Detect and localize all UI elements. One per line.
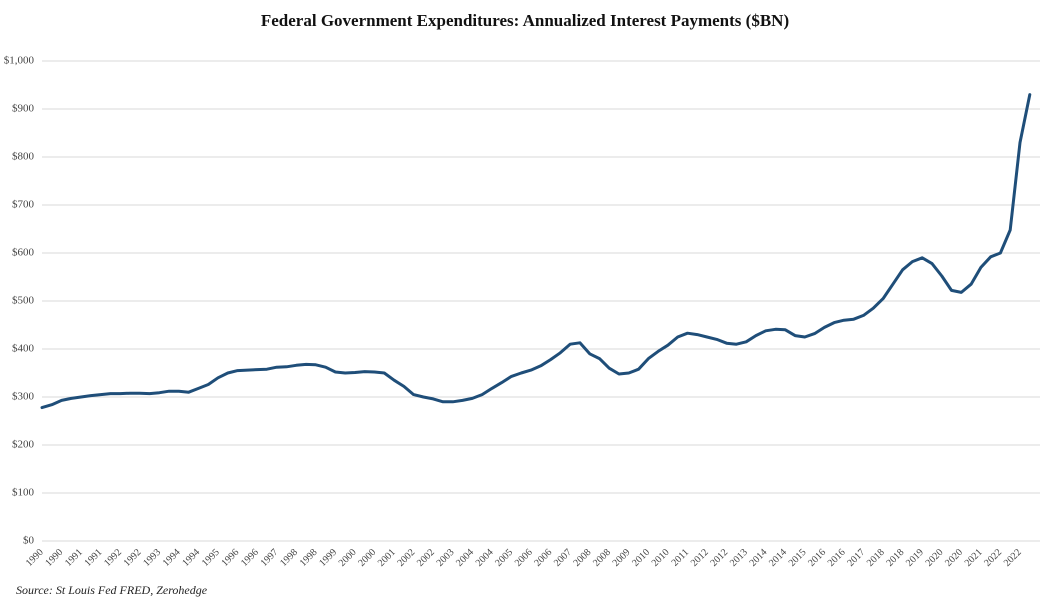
y-tick-label: $900 [12,103,35,115]
y-tick-label: $400 [12,343,35,355]
y-tick-label: $600 [12,247,35,259]
y-tick-label: $700 [12,199,35,211]
y-tick-label: $100 [12,487,35,499]
source-note: Source: St Louis Fed FRED, Zerohedge [16,583,208,597]
data-line [40,93,1032,410]
y-tick-label: $200 [12,439,35,451]
y-tick-label: $0 [23,535,35,547]
chart-title: Federal Government Expenditures: Annuali… [261,11,789,30]
y-tick-label: $1,000 [4,55,35,67]
y-tick-label: $300 [12,391,35,403]
y-tick-label: $500 [12,295,35,307]
y-tick-label: $800 [12,151,35,163]
